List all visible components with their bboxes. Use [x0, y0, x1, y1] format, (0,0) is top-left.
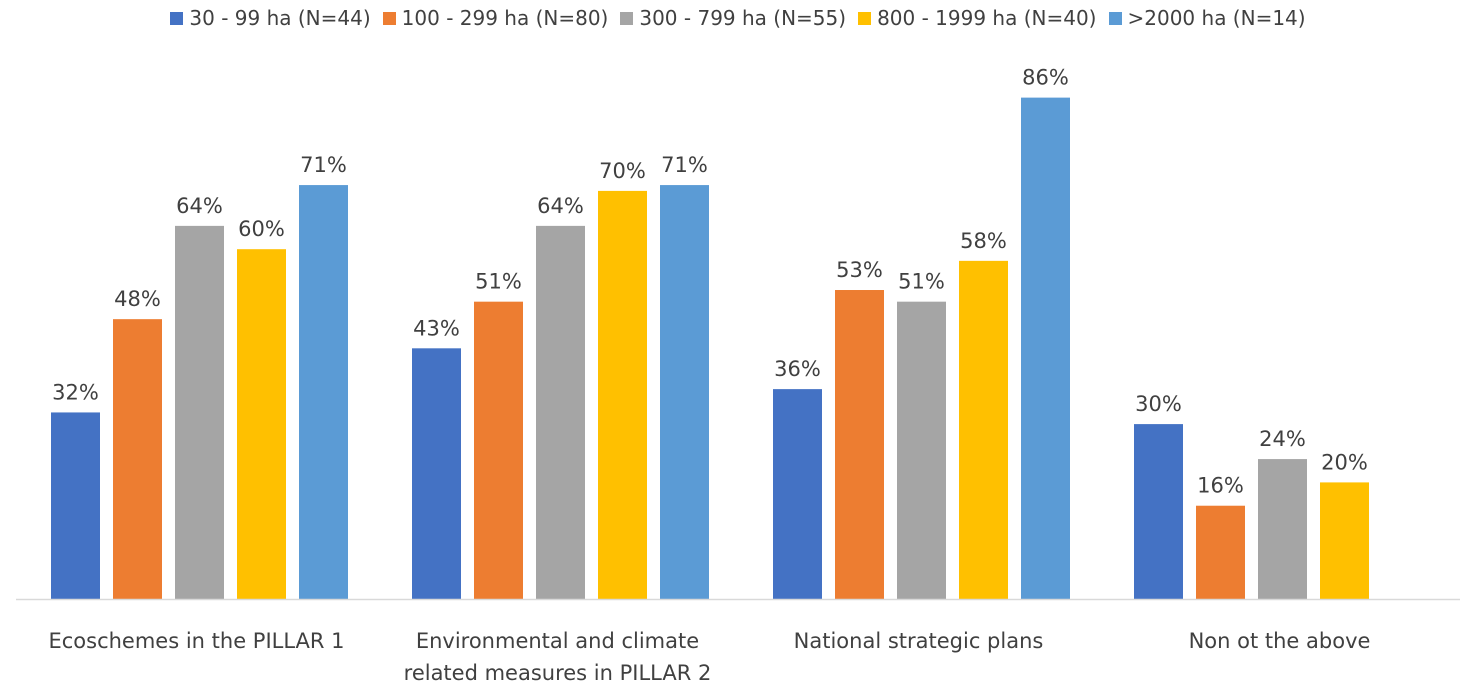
- bar: [51, 412, 100, 599]
- data-label: 24%: [1259, 427, 1306, 451]
- bar: [474, 301, 523, 599]
- data-label: 51%: [898, 270, 945, 294]
- bar: [1134, 424, 1183, 599]
- data-label: 58%: [960, 229, 1007, 253]
- legend-item: 800 - 1999 ha (N=40): [858, 6, 1097, 30]
- bar: [773, 389, 822, 599]
- legend-item: 100 - 299 ha (N=80): [382, 6, 609, 30]
- bar: [412, 348, 461, 599]
- data-label: 64%: [537, 194, 584, 218]
- legend-item: 30 - 99 ha (N=44): [170, 6, 371, 30]
- legend: 30 - 99 ha (N=44) 100 - 299 ha (N=80) 300 …: [0, 6, 1476, 30]
- legend-item: >2000 ha (N=14): [1108, 6, 1306, 30]
- data-label: 71%: [661, 153, 708, 177]
- legend-swatch: [382, 11, 396, 25]
- category-label: Ecoschemes in the PILLAR 1: [48, 629, 344, 653]
- data-label: 20%: [1321, 450, 1368, 474]
- bar: [113, 319, 162, 599]
- bar: [1196, 505, 1245, 599]
- data-label: 32%: [52, 380, 99, 404]
- legend-label: 800 - 1999 ha (N=40): [877, 6, 1097, 30]
- bar: [598, 190, 647, 599]
- legend-swatch: [858, 11, 872, 25]
- data-label: 36%: [774, 357, 821, 381]
- legend-label: 100 - 299 ha (N=80): [401, 6, 609, 30]
- data-label: 60%: [238, 217, 285, 241]
- data-label: 30%: [1135, 392, 1182, 416]
- bar: [299, 185, 348, 599]
- category-label: Non ot the above: [1189, 629, 1371, 653]
- legend-label: 300 - 799 ha (N=55): [639, 6, 847, 30]
- legend-label: 30 - 99 ha (N=44): [189, 6, 371, 30]
- bar: [1258, 459, 1307, 599]
- bar: [536, 225, 585, 599]
- data-label: 86%: [1022, 66, 1069, 90]
- bar: [1021, 97, 1070, 600]
- category-label: Environmental and climate: [416, 629, 699, 653]
- legend-label: >2000 ha (N=14): [1127, 6, 1306, 30]
- bar: [1320, 482, 1369, 599]
- data-label: 43%: [413, 316, 460, 340]
- bar: [959, 260, 1008, 599]
- category-label: related measures in PILLAR 2: [404, 661, 712, 682]
- data-label: 16%: [1197, 474, 1244, 498]
- data-label: 48%: [114, 287, 161, 311]
- legend-swatch: [170, 11, 184, 25]
- bar: [660, 185, 709, 599]
- bar: [175, 225, 224, 599]
- data-label: 70%: [599, 159, 646, 183]
- bar: [237, 249, 286, 599]
- legend-swatch: [620, 11, 634, 25]
- data-label: 51%: [475, 270, 522, 294]
- legend-swatch: [1108, 11, 1122, 25]
- data-label: 71%: [300, 153, 347, 177]
- data-label: 53%: [836, 258, 883, 282]
- category-label: National strategic plans: [794, 629, 1044, 653]
- legend-item: 300 - 799 ha (N=55): [620, 6, 846, 30]
- bar: [835, 290, 884, 599]
- data-label: 64%: [176, 194, 223, 218]
- bar: [897, 301, 946, 599]
